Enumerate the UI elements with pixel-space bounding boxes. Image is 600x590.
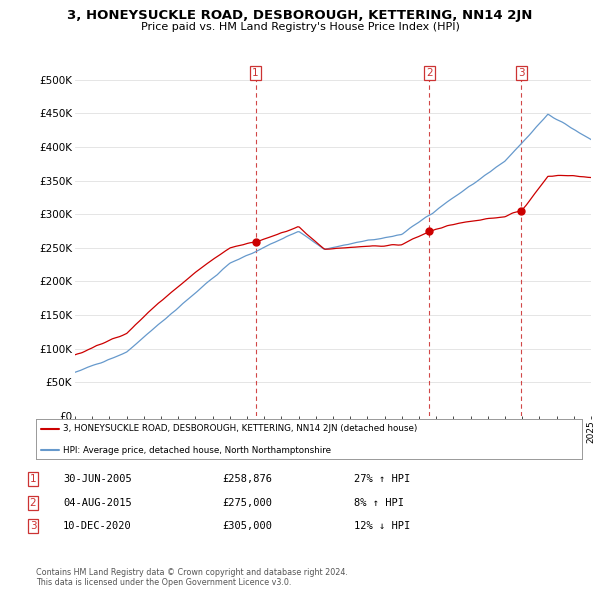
Text: 3: 3 [29, 522, 37, 531]
Text: 8% ↑ HPI: 8% ↑ HPI [354, 498, 404, 507]
Text: 3, HONEYSUCKLE ROAD, DESBOROUGH, KETTERING, NN14 2JN (detached house): 3, HONEYSUCKLE ROAD, DESBOROUGH, KETTERI… [64, 424, 418, 434]
Text: 04-AUG-2015: 04-AUG-2015 [63, 498, 132, 507]
Text: 3, HONEYSUCKLE ROAD, DESBOROUGH, KETTERING, NN14 2JN: 3, HONEYSUCKLE ROAD, DESBOROUGH, KETTERI… [67, 9, 533, 22]
Text: 2: 2 [426, 68, 433, 78]
Text: HPI: Average price, detached house, North Northamptonshire: HPI: Average price, detached house, Nort… [64, 445, 331, 455]
Text: £305,000: £305,000 [222, 522, 272, 531]
Text: Price paid vs. HM Land Registry's House Price Index (HPI): Price paid vs. HM Land Registry's House … [140, 22, 460, 32]
Text: Contains HM Land Registry data © Crown copyright and database right 2024.
This d: Contains HM Land Registry data © Crown c… [36, 568, 348, 587]
Text: 1: 1 [252, 68, 259, 78]
Text: 1: 1 [29, 474, 37, 484]
Text: 3: 3 [518, 68, 524, 78]
Text: 12% ↓ HPI: 12% ↓ HPI [354, 522, 410, 531]
Text: £258,876: £258,876 [222, 474, 272, 484]
Text: 30-JUN-2005: 30-JUN-2005 [63, 474, 132, 484]
Text: 2: 2 [29, 498, 37, 507]
Text: 27% ↑ HPI: 27% ↑ HPI [354, 474, 410, 484]
Text: £275,000: £275,000 [222, 498, 272, 507]
Text: 10-DEC-2020: 10-DEC-2020 [63, 522, 132, 531]
